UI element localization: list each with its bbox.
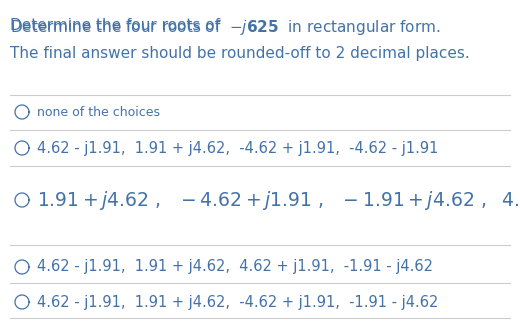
Text: 4.62 - j1.91,  1.91 + j4.62,  -4.62 + j1.91,  -4.62 - j1.91: 4.62 - j1.91, 1.91 + j4.62, -4.62 + j1.9… xyxy=(37,141,438,156)
Text: Determine the four roots of: Determine the four roots of xyxy=(10,18,230,33)
Text: The final answer should be rounded-off to 2 decimal places.: The final answer should be rounded-off t… xyxy=(10,46,470,61)
Text: 4.62 - j1.91,  1.91 + j4.62,  4.62 + j1.91,  -1.91 - j4.62: 4.62 - j1.91, 1.91 + j4.62, 4.62 + j1.91… xyxy=(37,259,433,274)
Text: Determine the four roots of  $-j\mathbf{625}$  in rectangular form.: Determine the four roots of $-j\mathbf{6… xyxy=(10,18,440,37)
Text: none of the choices: none of the choices xyxy=(37,106,160,119)
Text: $1.91 + j4.62\ ,\ \ -4.62 + j1.91\ ,\ \ -1.91 + j4.62\ ,\ \ 4.62 - j1.91$: $1.91 + j4.62\ ,\ \ -4.62 + j1.91\ ,\ \ … xyxy=(37,188,520,211)
Text: 4.62 - j1.91,  1.91 + j4.62,  -4.62 + j1.91,  -1.91 - j4.62: 4.62 - j1.91, 1.91 + j4.62, -4.62 + j1.9… xyxy=(37,294,438,309)
